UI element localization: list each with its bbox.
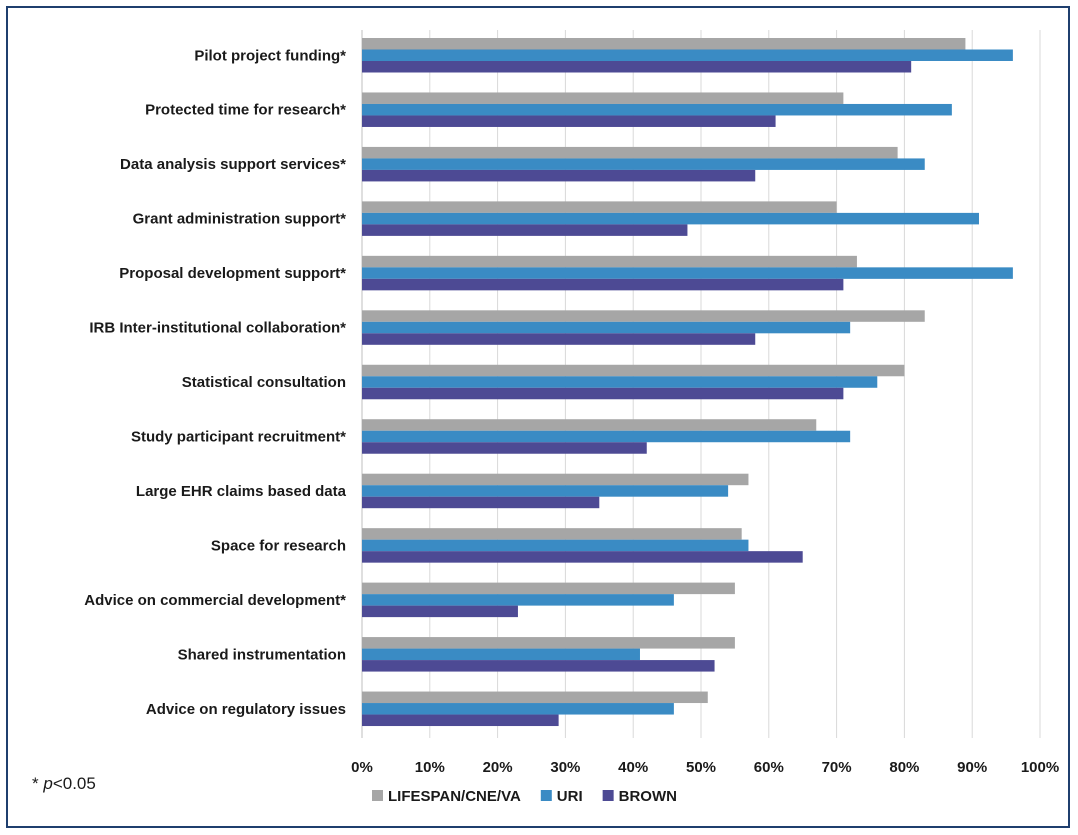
bar-brown (362, 115, 776, 127)
bar-lifespan-cne-va (362, 255, 857, 268)
bar-uri (362, 267, 1013, 279)
significance-footnote: * p<0.05 (32, 774, 96, 793)
bar-lifespan-cne-va (362, 473, 749, 486)
bars (362, 38, 1013, 727)
bar-brown (362, 333, 756, 345)
category-label: Grant administration support* (133, 211, 347, 228)
bar-uri (362, 212, 979, 225)
bar-lifespan-cne-va (362, 310, 925, 322)
bar-lifespan-cne-va (362, 146, 898, 159)
x-axis-ticks: 0% 10% 20% 30% 40% 50% 60% 70% 80% 90% 100% (351, 759, 1059, 776)
bar-brown (362, 714, 559, 727)
legend-swatch (540, 790, 552, 801)
x-tick-label: 60% (754, 759, 784, 776)
bar-uri (362, 485, 729, 497)
bar-lifespan-cne-va (362, 38, 966, 50)
x-tick-label: 80% (889, 759, 919, 776)
category-label: IRB Inter-institutional collaboration* (89, 320, 346, 337)
bar-brown (362, 442, 647, 454)
bar-uri (362, 594, 674, 606)
category-label: Pilot project funding* (194, 47, 346, 64)
category-label: Protected time for research* (145, 102, 346, 119)
bar-lifespan-cne-va (362, 691, 708, 704)
x-tick-label: 100% (1021, 759, 1059, 776)
bar-brown (362, 551, 803, 563)
bar-brown (362, 387, 844, 400)
category-label: Study participant recruitment* (131, 428, 346, 445)
category-label: Proposal development support* (119, 265, 346, 282)
category-label: Shared instrumentation (178, 646, 346, 663)
category-label: Advice on commercial development* (84, 592, 346, 609)
category-label: Data analysis support services* (120, 156, 346, 173)
x-tick-label: 40% (618, 759, 648, 776)
category-label: Space for research (211, 537, 346, 554)
bar-uri (362, 648, 640, 661)
bar-uri (362, 430, 851, 443)
bar-lifespan-cne-va (362, 364, 905, 377)
bar-uri (362, 103, 952, 116)
legend-label: LIFESPAN/CNE/VA (388, 788, 521, 805)
bar-uri (362, 539, 749, 552)
bar-brown (362, 224, 688, 236)
x-tick-label: 0% (351, 759, 373, 776)
x-tick-label: 50% (686, 759, 716, 776)
bar-uri (362, 703, 674, 715)
bar-brown (362, 660, 715, 672)
legend-swatch (602, 790, 614, 801)
bar-lifespan-cne-va (362, 637, 735, 649)
bar-brown (362, 169, 756, 182)
bar-uri (362, 321, 851, 334)
x-tick-label: 70% (822, 759, 852, 776)
bar-brown (362, 496, 600, 509)
category-labels: Pilot project funding* Protected time for… (84, 47, 346, 718)
bar-uri (362, 158, 925, 170)
x-tick-label: 30% (550, 759, 580, 776)
x-tick-label: 90% (957, 759, 987, 776)
category-label: Advice on regulatory issues (146, 701, 346, 718)
category-label: Large EHR claims based data (136, 483, 347, 500)
x-tick-label: 10% (415, 759, 445, 776)
legend-swatch (372, 790, 383, 801)
bar-lifespan-cne-va (362, 201, 837, 213)
bar-brown (362, 61, 912, 73)
bar-brown (362, 278, 844, 291)
legend: LIFESPAN/CNE/VA URI BROWN (372, 788, 677, 805)
bar-uri (362, 49, 1013, 61)
legend-label: BROWN (619, 788, 677, 805)
bar-lifespan-cne-va (362, 419, 817, 431)
bar-brown (362, 605, 518, 618)
legend-label: URI (557, 788, 583, 805)
category-label: Statistical consultation (182, 374, 346, 391)
bar-lifespan-cne-va (362, 92, 844, 104)
chart-frame (6, 6, 1070, 828)
bar-uri (362, 376, 878, 388)
bar-lifespan-cne-va (362, 582, 735, 595)
bar-lifespan-cne-va (362, 528, 742, 540)
x-tick-label: 20% (483, 759, 513, 776)
